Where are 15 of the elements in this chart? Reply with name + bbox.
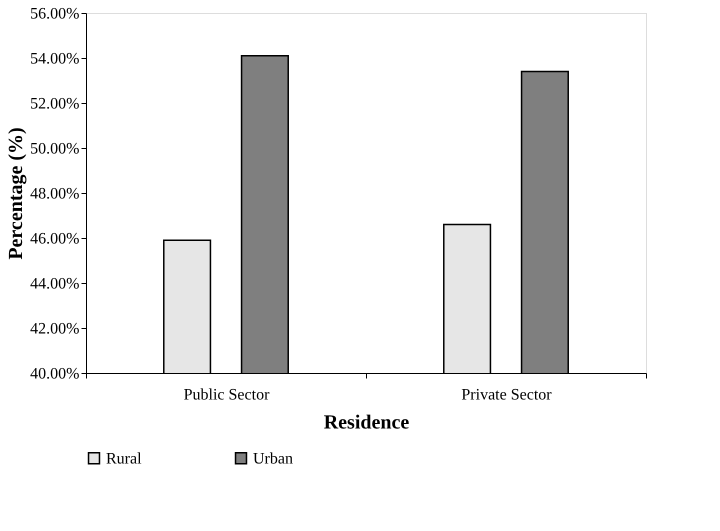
y-axis-title: Percentage (%) [5,127,28,260]
y-tick-label: 54.00% [30,50,80,68]
y-tick-label: 46.00% [30,230,80,248]
y-tick-label: 50.00% [30,140,80,158]
y-tick-label: 44.00% [30,276,80,292]
y-tick-label: 56.00% [30,6,80,22]
y-tick-label: 40.00% [30,366,80,382]
x-axis-title: Residence [324,412,410,434]
legend-label: Rural [106,450,142,468]
x-tick-label: Private Sector [461,386,552,404]
y-tick-label: 42.00% [30,320,80,338]
x-tick-label: Public Sector [184,386,270,404]
y-tick-label: 52.00% [30,96,80,112]
legend-label: Urban [253,450,293,468]
y-tick-label: 48.00% [30,186,80,202]
